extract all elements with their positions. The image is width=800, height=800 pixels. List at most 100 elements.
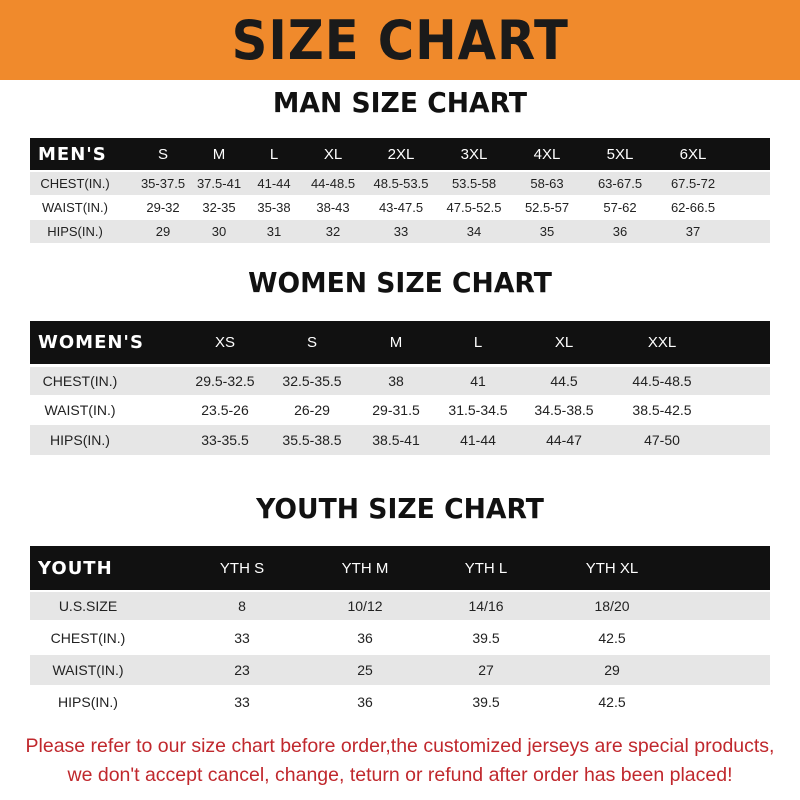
measurement-cell: 33 <box>393 224 409 239</box>
size-header-cell: S <box>157 145 169 163</box>
measurement-cell: 18/20 <box>594 598 630 614</box>
table-row: HIPS(IN.) 29 30 31 32 33 34 35 36 37 <box>30 220 770 243</box>
size-header-cell: M <box>389 334 403 351</box>
measurement-cell: 27 <box>478 662 494 678</box>
measurement-cell: 29.5-32.5 <box>195 373 255 389</box>
size-header-cell: YTH L <box>464 559 508 577</box>
measurement-cell: 38.5-42.5 <box>632 402 692 418</box>
row-label: U.S.SIZE <box>58 598 118 614</box>
measurement-cell: 10/12 <box>347 598 383 614</box>
size-chart-banner: SIZE CHART <box>0 0 800 80</box>
measurement-cell: 44.5 <box>550 373 578 389</box>
measurement-cell: 34 <box>466 224 482 239</box>
row-label: WAIST(IN.) <box>42 200 108 215</box>
notice-line-1: Please refer to our size chart before or… <box>25 735 775 757</box>
measurement-cell: 8 <box>238 598 246 614</box>
measurement-cell: 47.5-52.5 <box>446 200 502 215</box>
measurement-cell: 39.5 <box>472 693 500 710</box>
size-header-cell: S <box>306 334 318 351</box>
measurement-cell: 57-62 <box>603 200 637 215</box>
measurement-cell: 35-38 <box>257 200 291 215</box>
measurement-cell: 41 <box>470 373 486 389</box>
row-label: WAIST(IN.) <box>44 402 116 418</box>
measurement-cell: 36 <box>612 224 628 239</box>
measurement-cell: 41-44 <box>257 176 291 191</box>
measurement-cell: 63-67.5 <box>597 176 643 191</box>
measurement-cell: 42.5 <box>598 629 626 646</box>
measurement-cell: 14/16 <box>468 598 504 614</box>
measurement-cell: 33 <box>234 629 250 646</box>
measurement-cell: 29 <box>604 662 620 678</box>
row-label: CHEST(IN.) <box>42 373 118 389</box>
measurement-cell: 36 <box>357 629 373 646</box>
header-row: YOUTH YTH S YTH M YTH L YTH XL <box>30 546 770 590</box>
header-row: WOMEN'S XS S M L XL XXL <box>30 321 770 364</box>
measurement-cell: 36 <box>357 693 373 710</box>
measurement-cell: 25 <box>357 662 373 678</box>
size-header-cell: YTH M <box>341 559 389 577</box>
measurement-cell: 42.5 <box>598 693 626 710</box>
table-title-cell: WOMEN'S <box>38 332 144 353</box>
table-row: CHEST(IN.) 29.5-32.5 32.5-35.5 38 41 44.5 44.5… <box>30 367 770 395</box>
size-header-cell: M <box>212 145 226 163</box>
measurement-cell: 26-29 <box>294 402 330 418</box>
measurement-cell: 29-31.5 <box>372 402 420 418</box>
size-header-cell: YTH S <box>219 559 265 577</box>
header-row: MEN'S S M L XL 2XL 3XL 4XL 5XL 6XL <box>30 138 770 170</box>
row-label: HIPS(IN.) <box>50 432 110 448</box>
size-header-cell: XL <box>554 334 574 351</box>
measurement-cell: 38 <box>388 373 404 389</box>
youth-chart-title: YOUTH SIZE CHART <box>256 492 544 525</box>
measurement-cell: 44.5-48.5 <box>632 373 692 389</box>
size-header-cell: XL <box>323 145 343 163</box>
table-row: WAIST(IN.) 29-32 32-35 35-38 38-43 43-47.5 47.… <box>30 196 770 219</box>
measurement-cell: 23.5-26 <box>201 402 249 418</box>
measurement-cell: 52.5-57 <box>524 200 570 215</box>
measurement-cell: 47-50 <box>644 432 680 448</box>
table-row: HIPS(IN.) 33 36 39.5 42.5 <box>30 686 770 717</box>
measurement-cell: 44-47 <box>546 432 582 448</box>
measurement-cell: 33-35.5 <box>201 432 249 448</box>
measurement-cell: 39.5 <box>472 629 500 646</box>
size-header-cell: L <box>473 334 483 351</box>
measurement-cell: 32-35 <box>202 200 236 215</box>
measurement-cell: 38.5-41 <box>372 432 420 448</box>
measurement-cell: 34.5-38.5 <box>534 402 594 418</box>
size-header-cell: XS <box>214 334 236 351</box>
measurement-cell: 38-43 <box>316 200 350 215</box>
measurement-cell: 37 <box>685 224 701 239</box>
size-header-cell: 6XL <box>679 145 707 163</box>
women-chart-title: WOMEN SIZE CHART <box>248 266 552 299</box>
banner-title: SIZE CHART <box>231 8 569 72</box>
measurement-cell: 31 <box>266 224 282 239</box>
measurement-cell: 29-32 <box>146 200 180 215</box>
table-row: U.S.SIZE 8 10/12 14/16 18/20 <box>30 592 770 620</box>
measurement-cell: 31.5-34.5 <box>448 402 508 418</box>
measurement-cell: 44-48.5 <box>310 176 356 191</box>
size-header-cell: YTH XL <box>585 559 639 577</box>
measurement-cell: 35.5-38.5 <box>282 432 342 448</box>
row-label: HIPS(IN.) <box>47 224 103 239</box>
size-header-cell: 5XL <box>606 145 634 163</box>
row-label: CHEST(IN.) <box>40 176 110 191</box>
measurement-cell: 37.5-41 <box>196 176 242 191</box>
row-label: CHEST(IN.) <box>50 629 126 646</box>
men-chart-title: MAN SIZE CHART <box>272 86 528 119</box>
table-row: CHEST(IN.) 33 36 39.5 42.5 <box>30 621 770 654</box>
measurement-cell: 62-66.5 <box>670 200 716 215</box>
size-header-cell: XXL <box>647 334 677 351</box>
size-header-cell: L <box>269 145 279 163</box>
measurement-cell: 35-37.5 <box>140 176 186 191</box>
table-row: HIPS(IN.) 33-35.5 35.5-38.5 38.5-41 41-44 44-… <box>30 425 770 455</box>
measurement-cell: 53.5-58 <box>451 176 497 191</box>
measurement-cell: 32 <box>325 224 341 239</box>
measurement-cell: 43-47.5 <box>378 200 424 215</box>
table-title-cell: MEN'S <box>38 143 107 165</box>
table-row: WAIST(IN.) 23.5-26 26-29 29-31.5 31.5-34.5 34… <box>30 395 770 425</box>
table-row: CHEST(IN.) 35-37.5 37.5-41 41-44 44-48.5 48.5… <box>30 172 770 195</box>
measurement-cell: 67.5-72 <box>670 176 716 191</box>
measurement-cell: 29 <box>155 224 171 239</box>
row-label: WAIST(IN.) <box>52 662 124 678</box>
measurement-cell: 41-44 <box>460 432 496 448</box>
table-row: WAIST(IN.) 23 25 27 29 <box>30 655 770 685</box>
